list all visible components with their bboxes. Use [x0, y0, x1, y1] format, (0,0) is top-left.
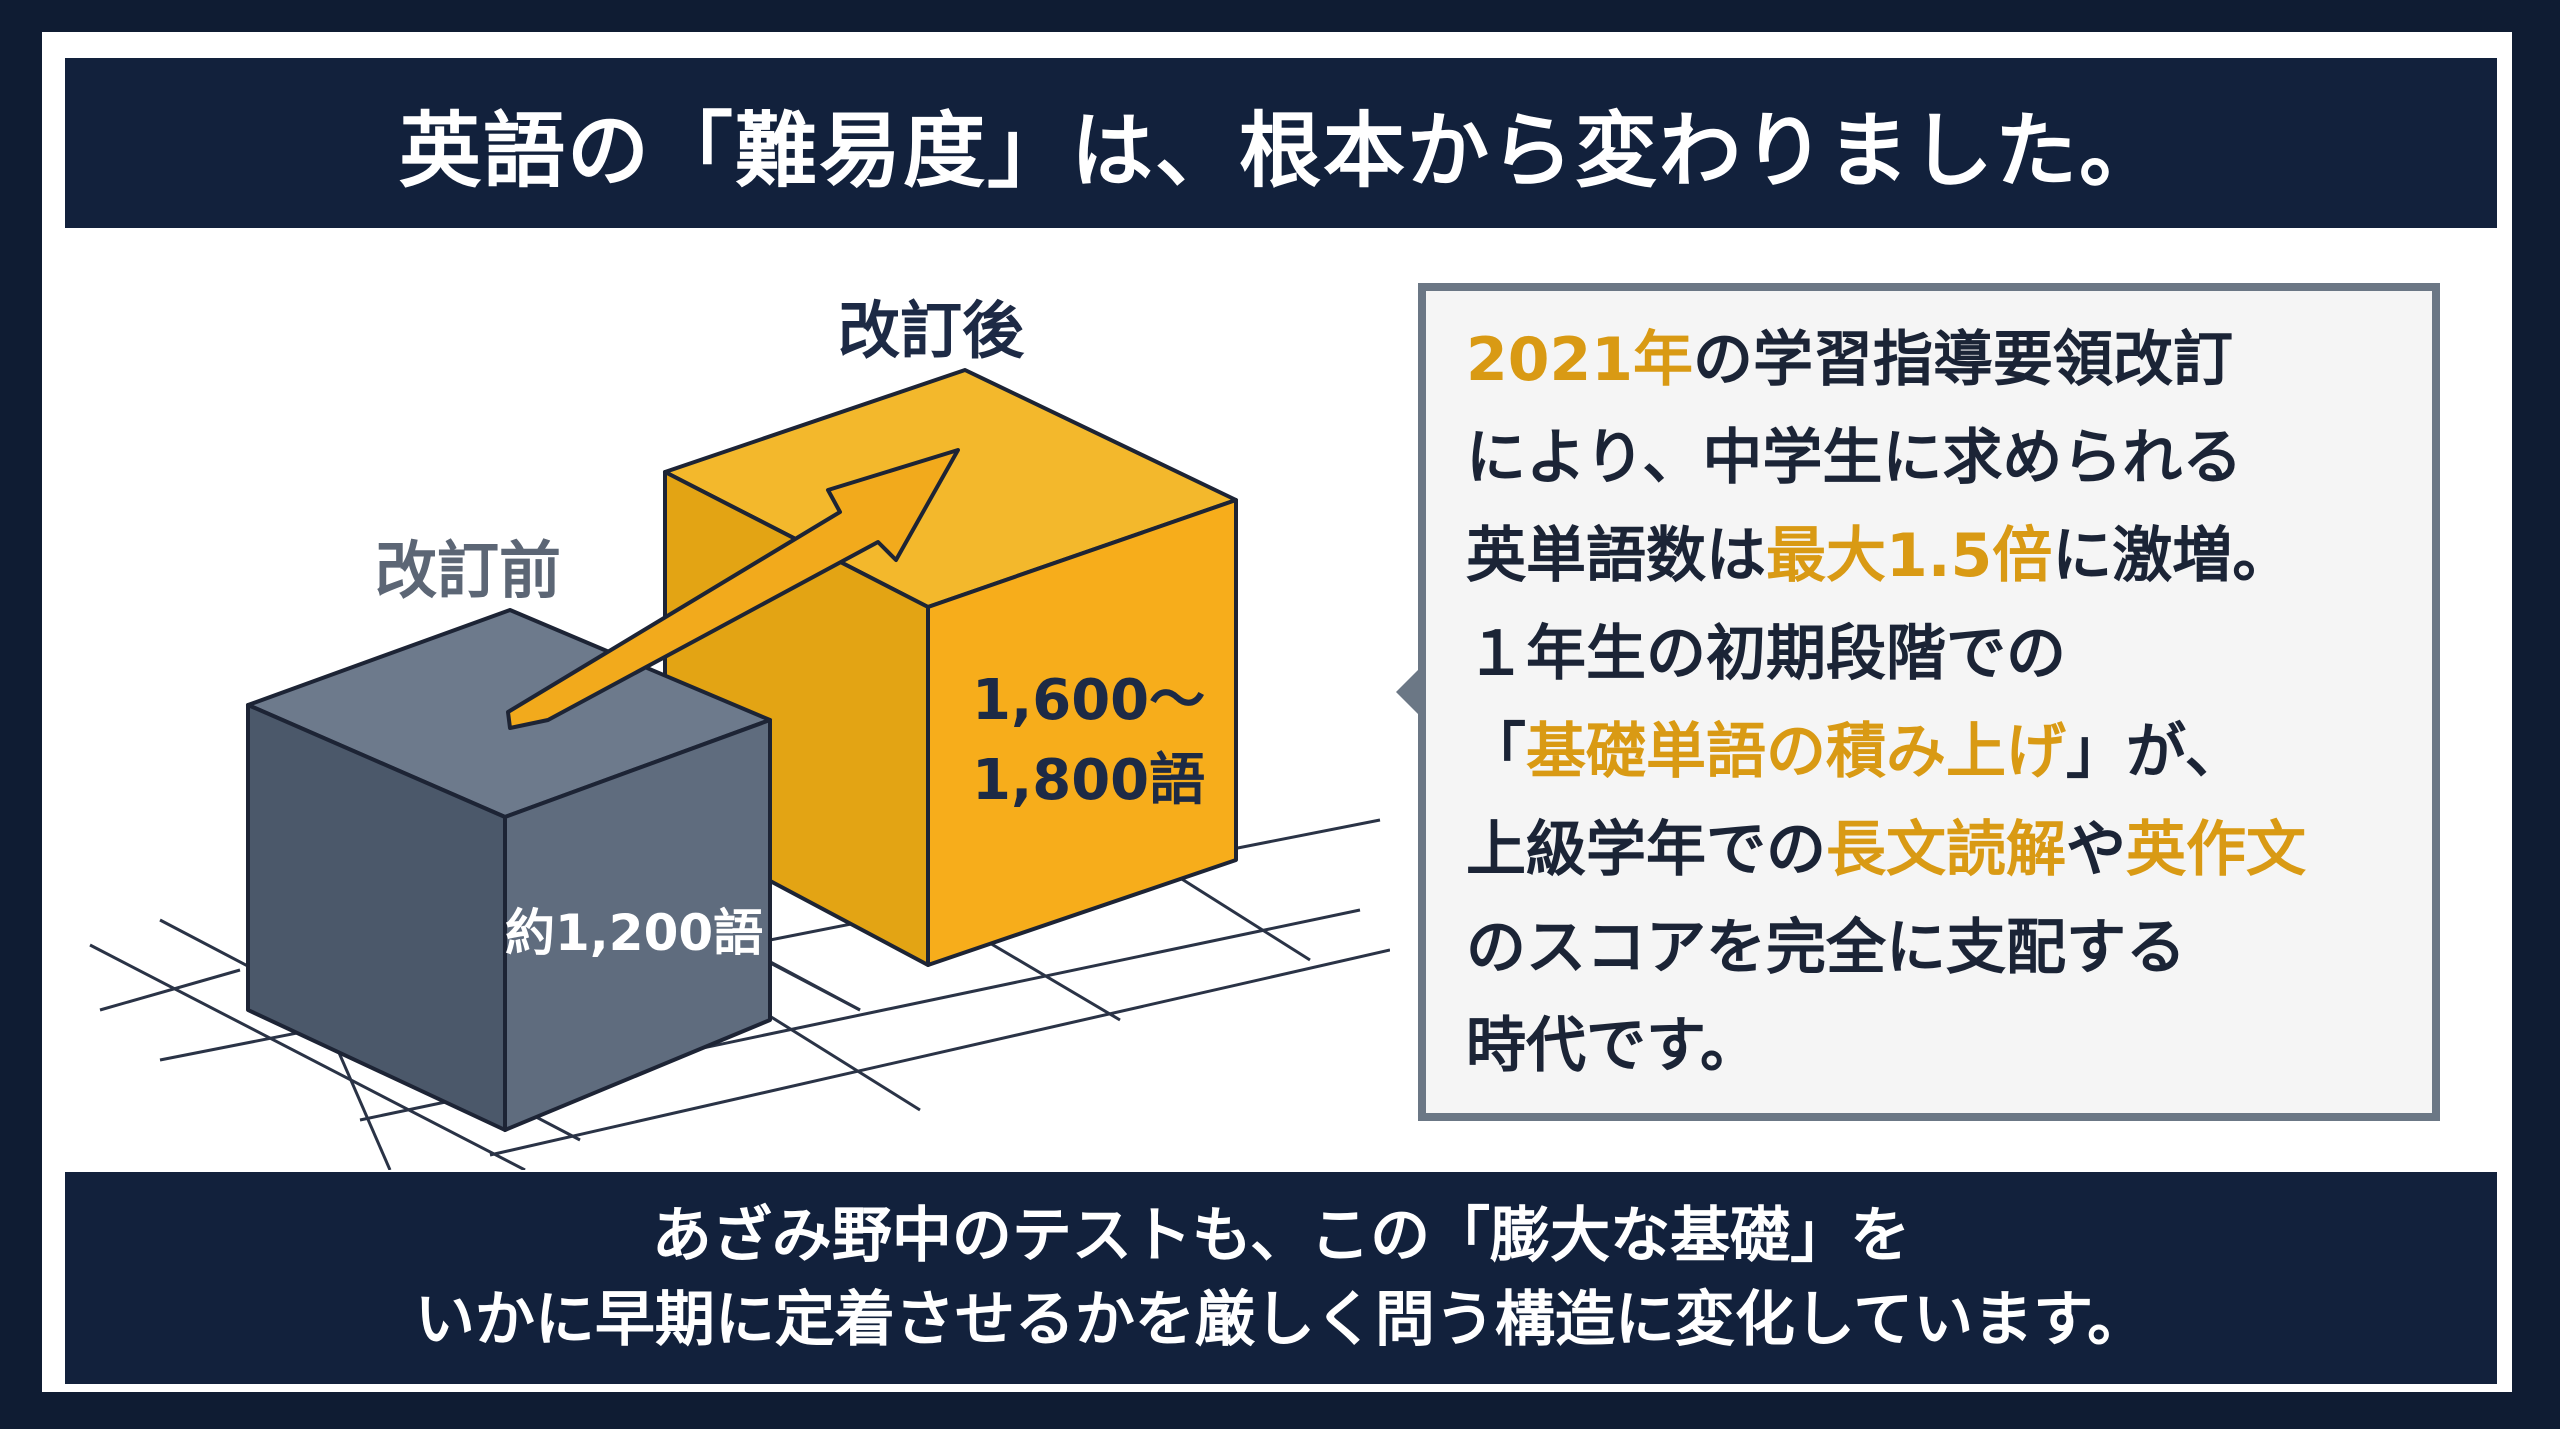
- callout-pointer: [1396, 670, 1418, 714]
- callout-line-8: 時代です。: [1466, 1011, 1760, 1081]
- highlight-writing: 英作文: [2126, 815, 2306, 885]
- callout-line-2: により、中学生に求められる: [1466, 423, 2243, 493]
- footer-bar: あざみ野中のテストも、この「膨大な基礎」を いかに早期に定着させるかを厳しく問う…: [65, 1172, 2497, 1384]
- highlight-max-ratio: 最大1.5倍: [1766, 521, 2053, 591]
- title-bar: 英語の「難易度」は、根本から変わりました。: [65, 58, 2497, 228]
- highlight-year: 2021年: [1466, 325, 1693, 395]
- callout-line-6b: や: [2066, 815, 2126, 885]
- highlight-basic-words: 基礎単語の積み上げ: [1526, 717, 2066, 787]
- callout-line-5a: 「: [1466, 717, 1526, 787]
- callout-line-3a: 英単語数は: [1466, 521, 1766, 591]
- footer-line-1: あざみ野中のテストも、この「膨大な基礎」を: [651, 1201, 1911, 1271]
- cube-illustration: [89, 368, 1391, 1172]
- before-cube: [246, 608, 772, 1132]
- after-revision-label: 改訂後: [838, 294, 1025, 367]
- callout-line-5b: 」が、: [2066, 717, 2245, 787]
- callout-line-1: の学習指導要領改訂: [1693, 325, 2233, 395]
- after-word-count-line1: 1,600～: [972, 668, 1206, 733]
- slide-title: 英語の「難易度」は、根本から変わりました。: [398, 103, 2163, 199]
- before-revision-label: 改訂前: [375, 534, 562, 607]
- cube-comparison-chart: [60, 250, 1391, 1172]
- after-word-count-line2: 1,800語: [972, 748, 1206, 813]
- callout-line-6a: 上級学年での: [1466, 815, 1826, 885]
- callout-line-4: １年生の初期段階での: [1466, 619, 2066, 689]
- explanation-callout: 2021年の学習指導要領改訂 により、中学生に求められる 英単語数は最大1.5倍…: [1418, 283, 2440, 1121]
- callout-line-7: のスコアを完全に支配する: [1466, 913, 2186, 983]
- callout-line-3b: に激増。: [2052, 521, 2293, 591]
- before-word-count: 約1,200語: [505, 904, 764, 962]
- growth-arrow: [506, 448, 960, 730]
- callout-text: 2021年の学習指導要領改訂 により、中学生に求められる 英単語数は最大1.5倍…: [1466, 311, 2402, 1095]
- footer-line-2: いかに早期に定着させるかを厳しく問う構造に変化しています。: [414, 1285, 2148, 1355]
- highlight-reading: 長文読解: [1826, 815, 2066, 885]
